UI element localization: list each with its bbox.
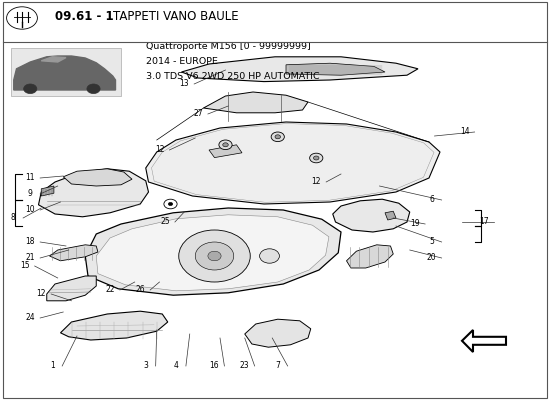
Polygon shape <box>39 169 148 217</box>
Polygon shape <box>245 319 311 347</box>
Text: 16: 16 <box>210 362 219 370</box>
Text: 17: 17 <box>479 218 489 226</box>
Polygon shape <box>85 208 341 295</box>
Text: 8: 8 <box>11 214 15 222</box>
Text: 7: 7 <box>276 362 280 370</box>
Text: Quattroporte M156 [0 - 99999999]: Quattroporte M156 [0 - 99999999] <box>146 42 311 51</box>
Polygon shape <box>333 199 410 232</box>
Polygon shape <box>47 276 96 301</box>
Polygon shape <box>63 169 132 186</box>
Text: 10: 10 <box>25 206 35 214</box>
Polygon shape <box>50 245 98 261</box>
Polygon shape <box>346 245 393 268</box>
Circle shape <box>179 230 250 282</box>
Circle shape <box>195 242 234 270</box>
Circle shape <box>271 132 284 142</box>
Text: 5: 5 <box>430 238 434 246</box>
Polygon shape <box>182 57 418 82</box>
Circle shape <box>260 249 279 263</box>
Text: 11: 11 <box>25 174 35 182</box>
Polygon shape <box>41 57 66 62</box>
Text: 09.61 - 1: 09.61 - 1 <box>55 10 114 23</box>
Circle shape <box>219 140 232 150</box>
Polygon shape <box>385 211 396 220</box>
Text: 15: 15 <box>20 262 30 270</box>
Text: 12: 12 <box>311 178 321 186</box>
Polygon shape <box>41 186 54 196</box>
Text: 21: 21 <box>25 254 35 262</box>
Text: 22: 22 <box>105 286 115 294</box>
Polygon shape <box>96 215 329 291</box>
Polygon shape <box>209 145 242 158</box>
Text: TAPPETI VANO BAULE: TAPPETI VANO BAULE <box>113 10 238 23</box>
Polygon shape <box>204 92 308 113</box>
Text: 6: 6 <box>430 196 434 204</box>
Text: 20: 20 <box>427 254 437 262</box>
Text: 23: 23 <box>240 362 250 370</box>
Text: 13: 13 <box>179 80 189 88</box>
Text: 3.0 TDS V6 2WD 250 HP AUTOMATIC: 3.0 TDS V6 2WD 250 HP AUTOMATIC <box>146 72 320 81</box>
Text: 3: 3 <box>144 362 148 370</box>
Text: 27: 27 <box>193 110 203 118</box>
Text: 12: 12 <box>36 290 46 298</box>
Polygon shape <box>14 56 116 90</box>
Circle shape <box>314 156 319 160</box>
Polygon shape <box>146 122 440 204</box>
Bar <box>11 48 121 96</box>
Text: 26: 26 <box>135 286 145 294</box>
Circle shape <box>24 84 37 94</box>
Circle shape <box>208 251 221 261</box>
Text: 9: 9 <box>28 190 32 198</box>
Text: 2014 - EUROPE: 2014 - EUROPE <box>146 57 218 66</box>
Text: 18: 18 <box>25 238 35 246</box>
Circle shape <box>223 143 228 147</box>
Text: 12: 12 <box>155 146 164 154</box>
Circle shape <box>310 153 323 163</box>
Polygon shape <box>286 63 385 75</box>
Polygon shape <box>60 311 168 340</box>
Text: 14: 14 <box>460 128 470 136</box>
Text: 19: 19 <box>410 220 420 228</box>
Text: 24: 24 <box>25 314 35 322</box>
Text: 1: 1 <box>50 362 54 370</box>
Circle shape <box>87 84 100 94</box>
Text: 25: 25 <box>160 218 170 226</box>
Text: 4: 4 <box>174 362 178 370</box>
Circle shape <box>168 202 173 206</box>
Circle shape <box>275 135 280 139</box>
